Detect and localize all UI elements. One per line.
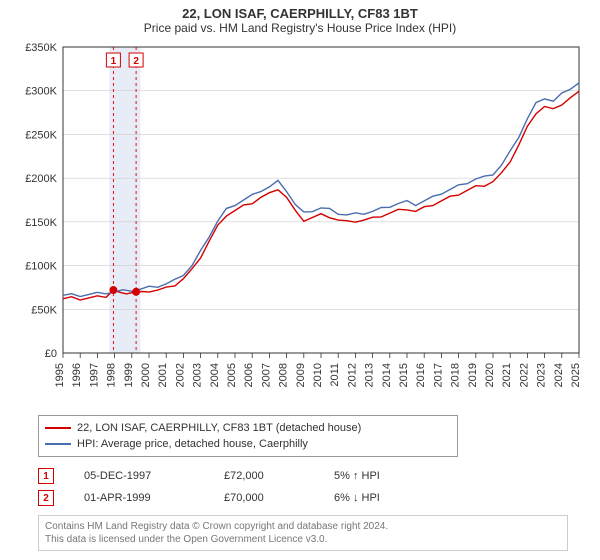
svg-text:2002: 2002 [174, 363, 186, 387]
transaction-row: 2 01-APR-1999 £70,000 6% ↓ HPI [38, 487, 600, 509]
svg-text:2001: 2001 [157, 363, 169, 387]
svg-text:1998: 1998 [106, 363, 118, 387]
svg-text:2018: 2018 [450, 363, 462, 387]
price-chart: £0 £50K £100K £150K £200K £250K £300K £350K 1995… [15, 39, 585, 409]
svg-text:2014: 2014 [381, 363, 393, 387]
legend-item: HPI: Average price, detached house, Caer… [45, 436, 451, 452]
transaction-delta: 6% ↓ HPI [334, 492, 380, 504]
svg-text:£300K: £300K [25, 86, 57, 98]
transactions-list: 1 05-DEC-1997 £72,000 5% ↑ HPI 2 01-APR-1999 £… [38, 465, 600, 509]
svg-text:2012: 2012 [346, 363, 358, 387]
transaction-price: £70,000 [224, 492, 304, 504]
svg-text:£50K: £50K [31, 304, 57, 316]
svg-text:2021: 2021 [501, 363, 513, 387]
svg-text:2008: 2008 [278, 363, 290, 387]
legend-swatch [45, 427, 71, 429]
svg-text:£350K: £350K [25, 42, 57, 54]
legend-item: 22, LON ISAF, CAERPHILLY, CF83 1BT (deta… [45, 420, 451, 436]
svg-text:2003: 2003 [192, 363, 204, 387]
transaction-delta: 5% ↑ HPI [334, 470, 380, 482]
marker-badge: 1 [38, 468, 54, 484]
svg-text:2005: 2005 [226, 363, 238, 387]
svg-text:2025: 2025 [570, 363, 582, 387]
svg-text:2024: 2024 [553, 363, 565, 387]
svg-text:2016: 2016 [415, 363, 427, 387]
svg-text:£250K: £250K [25, 129, 57, 141]
svg-text:2006: 2006 [243, 363, 255, 387]
svg-text:2004: 2004 [209, 363, 221, 387]
svg-text:2000: 2000 [140, 363, 152, 387]
svg-text:2010: 2010 [312, 363, 324, 387]
svg-text:1995: 1995 [54, 363, 66, 387]
transaction-date: 05-DEC-1997 [84, 470, 194, 482]
svg-text:2007: 2007 [260, 363, 272, 387]
svg-text:£100K: £100K [25, 261, 57, 273]
svg-text:1: 1 [111, 56, 117, 67]
svg-text:2013: 2013 [364, 363, 376, 387]
svg-text:2020: 2020 [484, 363, 496, 387]
svg-text:2015: 2015 [398, 363, 410, 387]
arrow-down-icon: ↓ [353, 492, 359, 504]
arrow-up-icon: ↑ [353, 470, 359, 482]
svg-text:2: 2 [133, 56, 139, 67]
chart-subtitle: Price paid vs. HM Land Registry's House … [0, 21, 600, 39]
transaction-row: 1 05-DEC-1997 £72,000 5% ↑ HPI [38, 465, 600, 487]
footer-line: This data is licensed under the Open Gov… [45, 533, 561, 546]
svg-text:1997: 1997 [88, 363, 100, 387]
svg-text:2023: 2023 [536, 363, 548, 387]
svg-text:£200K: £200K [25, 173, 57, 185]
svg-text:2009: 2009 [295, 363, 307, 387]
attribution-footer: Contains HM Land Registry data © Crown c… [38, 515, 568, 551]
svg-text:£150K: £150K [25, 217, 57, 229]
legend: 22, LON ISAF, CAERPHILLY, CF83 1BT (deta… [38, 415, 458, 457]
legend-swatch [45, 443, 71, 445]
svg-text:1996: 1996 [71, 363, 83, 387]
svg-text:2022: 2022 [518, 363, 530, 387]
transaction-date: 01-APR-1999 [84, 492, 194, 504]
svg-text:2017: 2017 [432, 363, 444, 387]
footer-line: Contains HM Land Registry data © Crown c… [45, 520, 561, 533]
legend-label: HPI: Average price, detached house, Caer… [77, 438, 308, 450]
transaction-price: £72,000 [224, 470, 304, 482]
svg-text:2011: 2011 [329, 363, 341, 387]
marker-badge: 2 [38, 490, 54, 506]
legend-label: 22, LON ISAF, CAERPHILLY, CF83 1BT (deta… [77, 422, 361, 434]
svg-text:2019: 2019 [467, 363, 479, 387]
svg-text:£0: £0 [45, 348, 57, 360]
svg-text:1999: 1999 [123, 363, 135, 387]
chart-title: 22, LON ISAF, CAERPHILLY, CF83 1BT [0, 0, 600, 21]
